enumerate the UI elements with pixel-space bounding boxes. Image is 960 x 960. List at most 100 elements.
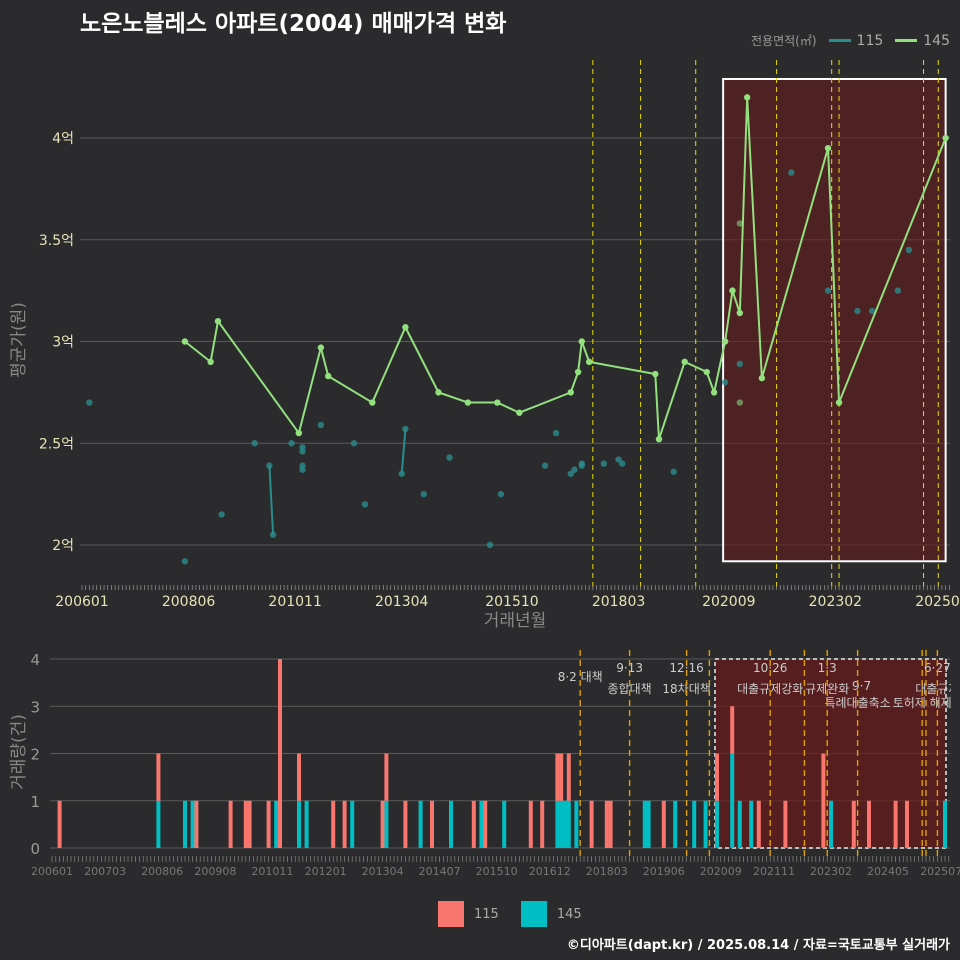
bar-145 xyxy=(555,800,560,848)
series-145-avg-point xyxy=(578,338,585,345)
series-115-segment xyxy=(400,428,407,474)
bar-115 xyxy=(156,753,161,801)
series-115-point xyxy=(670,468,677,475)
series-115-point xyxy=(571,466,578,473)
series-145-avg-point xyxy=(574,368,582,376)
event-policy-label: 18차대책 xyxy=(662,681,710,696)
bar-145 xyxy=(566,800,571,848)
series-115-point xyxy=(497,490,505,498)
bar-145 xyxy=(574,800,579,848)
series-115-point xyxy=(288,440,295,447)
legend-title: 전용면적(㎡) xyxy=(751,34,817,48)
bar-115 xyxy=(604,800,609,848)
series-115-point xyxy=(567,470,574,477)
bar-145 xyxy=(646,800,651,848)
bar-145 xyxy=(737,800,742,848)
event-date-label: 6·27 xyxy=(924,661,951,675)
y-tick-label: 2억 xyxy=(52,538,74,554)
highlight-rect xyxy=(722,77,947,563)
series-145-avg-point xyxy=(743,94,751,101)
bar-115 xyxy=(57,800,62,848)
event-policy-label: 종합대책 xyxy=(608,681,652,696)
bar-145 xyxy=(418,800,423,848)
series-115-point xyxy=(788,169,795,176)
bar-145 xyxy=(642,800,647,848)
series-115-point xyxy=(218,511,225,518)
legend-bottom: 115 145 xyxy=(438,901,604,927)
x-tick-label: 201906 xyxy=(643,865,685,878)
x-tick-label: 202009 xyxy=(700,865,742,878)
x-tick-label: 201407 xyxy=(419,865,461,878)
y-axis-title: 거래량(건) xyxy=(9,714,29,790)
bar-115 xyxy=(783,800,788,848)
legend-145-label: 145 xyxy=(556,906,582,922)
series-145-avg-point xyxy=(207,358,214,366)
x-tick-label: 202302 xyxy=(809,594,862,610)
series-145-avg-point xyxy=(703,368,710,376)
series-115-point xyxy=(600,460,608,467)
series-145-avg-point xyxy=(402,324,409,331)
x-axis-title: 거래년월 xyxy=(484,611,547,631)
series-145-avg-point xyxy=(824,144,832,152)
x-tick-label: 202405 xyxy=(867,865,909,878)
bar-145 xyxy=(350,800,355,848)
x-tick-label: 202302 xyxy=(810,865,852,878)
x-tick-label: 201803 xyxy=(592,594,645,610)
series-115-point xyxy=(269,531,277,539)
bar-115 xyxy=(905,800,909,848)
series-115-point xyxy=(854,307,861,315)
bar-115 xyxy=(566,753,571,801)
series-115-point xyxy=(266,462,273,469)
bar-115 xyxy=(589,800,594,848)
series-115-point xyxy=(541,462,549,469)
bar-115 xyxy=(194,800,199,848)
series-145-avg-point xyxy=(369,399,376,406)
bar-115 xyxy=(528,800,533,848)
event-date-label: 12·16 xyxy=(669,661,703,675)
bar-145 xyxy=(190,800,195,848)
series-145-avg-point xyxy=(710,389,718,396)
bar-145 xyxy=(449,800,453,848)
x-tick-label: 200806 xyxy=(162,594,216,610)
x-tick-label: 201803 xyxy=(586,865,628,878)
series-115-point xyxy=(317,421,325,429)
series-115-segment xyxy=(268,465,275,535)
footer-credit: ©디아파트(dapt.kr) / 2025.08.14 / 자료=국토교통부 실… xyxy=(566,938,950,953)
y-tick-label: 2 xyxy=(30,746,40,764)
series-145-avg-point xyxy=(214,317,222,325)
series-145-avg-point xyxy=(585,358,593,366)
series-115-point xyxy=(350,440,358,447)
y-axis-title: 평균가(원) xyxy=(9,302,29,378)
legend-115-swatch-icon xyxy=(438,901,464,927)
series-115-point xyxy=(824,287,832,294)
bar-115 xyxy=(380,800,385,848)
series-115-point xyxy=(619,460,626,467)
x-tick-label: 202111 xyxy=(753,865,795,878)
bar-115 xyxy=(278,659,282,848)
x-tick-label: 201304 xyxy=(375,594,429,610)
series-115-point xyxy=(615,456,622,463)
series-145-avg-point xyxy=(317,344,325,351)
bar-145 xyxy=(829,800,833,848)
event-annotations: 8·2 대책 9·13 종합대책 12·16 18차대책 10·26 대출규제강화 1·3 규제… xyxy=(558,661,951,710)
bar-115 xyxy=(342,800,347,848)
bar-115 xyxy=(851,800,856,848)
series-115-point xyxy=(361,501,369,508)
event-date-label: 1·3 xyxy=(818,661,837,675)
bar-145 xyxy=(502,800,507,848)
series-145-avg-point xyxy=(835,399,843,406)
series-145-avg-point xyxy=(655,435,663,443)
bar-145 xyxy=(703,800,708,848)
series-145-avg-point xyxy=(681,358,688,366)
bar-115 xyxy=(483,800,488,848)
legend-115-line-icon xyxy=(828,39,851,42)
y-tick-label: 0 xyxy=(30,840,40,858)
legend-115-label: 115 xyxy=(474,906,499,922)
series-115-point xyxy=(299,448,306,455)
bar-115 xyxy=(555,753,560,801)
legend-145-line-icon xyxy=(895,39,918,42)
x-tick-label: 202507 xyxy=(920,865,960,878)
bar-145 xyxy=(943,800,947,848)
chart-title: 노은노블레스 아파트(2004) 매매가격 변화 xyxy=(80,11,507,37)
